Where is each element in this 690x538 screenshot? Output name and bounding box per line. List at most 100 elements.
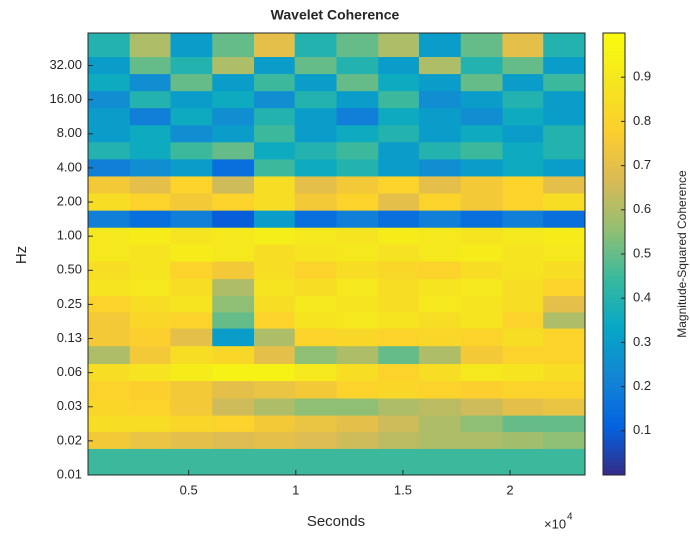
heatmap-cell bbox=[460, 364, 504, 382]
heatmap-cell bbox=[460, 296, 504, 313]
heatmap-cell bbox=[378, 244, 420, 263]
colorbar-tick-label: 0.3 bbox=[633, 334, 651, 349]
heatmap-cell bbox=[502, 74, 544, 92]
heatmap-cell bbox=[418, 227, 462, 246]
heatmap-cell bbox=[212, 296, 255, 313]
heatmap-cell bbox=[254, 125, 296, 143]
heatmap-cell bbox=[543, 91, 586, 109]
heatmap-cell bbox=[129, 125, 171, 143]
heatmap-cell bbox=[212, 431, 255, 450]
heatmap-cell bbox=[502, 193, 544, 212]
heatmap-cell bbox=[418, 431, 462, 450]
heatmap-cell bbox=[170, 328, 213, 347]
heatmap-cell bbox=[129, 364, 171, 382]
heatmap-cell bbox=[254, 74, 296, 92]
colorbar-swatch bbox=[603, 245, 625, 251]
colorbar-swatch bbox=[603, 183, 625, 189]
y-tick-label: 0.02 bbox=[57, 432, 82, 447]
heatmap-cell bbox=[294, 193, 337, 212]
heatmap-cell bbox=[336, 159, 379, 177]
heatmap-cell bbox=[212, 176, 255, 194]
colorbar-swatch bbox=[603, 50, 625, 56]
colorbar-swatch bbox=[603, 298, 625, 304]
colorbar-tick-label: 0.2 bbox=[633, 378, 651, 393]
heatmap-cell bbox=[212, 142, 255, 160]
heatmap-cell bbox=[129, 244, 171, 263]
heatmap-cell bbox=[543, 142, 586, 160]
heatmap-cell bbox=[336, 33, 379, 58]
colorbar-swatch bbox=[603, 355, 625, 361]
heatmap-cell bbox=[378, 312, 420, 330]
heatmap-cell bbox=[502, 312, 544, 330]
colorbar-swatch bbox=[603, 152, 625, 158]
heatmap-cell bbox=[254, 415, 296, 433]
heatmap-cell bbox=[129, 448, 171, 476]
heatmap-cell bbox=[129, 108, 171, 126]
colorbar-swatch bbox=[603, 351, 625, 357]
heatmap-cell bbox=[254, 91, 296, 109]
heatmap-cell bbox=[254, 364, 296, 382]
colorbar-swatch bbox=[603, 421, 625, 427]
heatmap-cell bbox=[294, 227, 337, 246]
heatmap-cell bbox=[294, 431, 337, 450]
chart-title: Wavelet Coherence bbox=[271, 7, 400, 23]
heatmap-cell bbox=[170, 279, 213, 297]
colorbar-swatch bbox=[603, 386, 625, 392]
colorbar-swatch bbox=[603, 86, 625, 91]
heatmap-cell bbox=[254, 431, 296, 450]
heatmap-cell bbox=[502, 159, 544, 177]
colorbar-swatch bbox=[603, 262, 625, 268]
heatmap-cell bbox=[460, 328, 504, 347]
colorbar-swatch bbox=[603, 214, 625, 220]
y-tick-label: 32.00 bbox=[49, 57, 82, 72]
colorbar-swatch bbox=[603, 156, 625, 162]
colorbar-swatch bbox=[603, 391, 625, 396]
heatmap-cell bbox=[129, 176, 171, 194]
heatmap-cell bbox=[88, 91, 131, 109]
heatmap-cell bbox=[129, 159, 171, 177]
heatmap-cell bbox=[336, 448, 379, 476]
heatmap-cell bbox=[254, 328, 296, 347]
heatmap-cell bbox=[543, 74, 586, 92]
colorbar-swatch bbox=[603, 289, 625, 295]
y-tick-label: 0.06 bbox=[57, 364, 82, 379]
heatmap-cell bbox=[418, 33, 462, 58]
colorbar-swatch bbox=[603, 470, 625, 476]
x-axis-label: Seconds bbox=[307, 513, 365, 530]
colorbar-swatch bbox=[603, 240, 625, 246]
heatmap-cell bbox=[418, 159, 462, 177]
heatmap-cell bbox=[294, 346, 337, 365]
heatmap-cell bbox=[502, 108, 544, 126]
heatmap-cell bbox=[378, 108, 420, 126]
x-tick-label: 2 bbox=[506, 482, 513, 497]
heatmap-cell bbox=[378, 261, 420, 280]
colorbar-swatch bbox=[603, 170, 625, 175]
plot-frame bbox=[87, 32, 586, 476]
heatmap-cell bbox=[460, 142, 504, 160]
heatmap-cell bbox=[418, 415, 462, 433]
y-tick-label: 16.00 bbox=[49, 91, 82, 106]
heatmap-cell bbox=[129, 398, 171, 417]
heatmap-cell bbox=[460, 176, 504, 194]
heatmap-cell bbox=[543, 415, 586, 433]
colorbar-swatch bbox=[603, 320, 625, 326]
heatmap-cell bbox=[502, 142, 544, 160]
heatmap-cell bbox=[502, 279, 544, 297]
heatmap-cell bbox=[170, 159, 213, 177]
colorbar-swatch bbox=[603, 333, 625, 339]
heatmap-cell bbox=[170, 415, 213, 433]
colorbar-swatch bbox=[603, 430, 625, 436]
heatmap-cell bbox=[129, 142, 171, 160]
heatmap-cell bbox=[418, 279, 462, 297]
heatmap-cell bbox=[378, 328, 420, 347]
heatmap-cell bbox=[294, 381, 337, 400]
heatmap-cell bbox=[336, 91, 379, 109]
heatmap-cell bbox=[294, 279, 337, 297]
heatmap-cell bbox=[294, 74, 337, 92]
colorbar-swatch bbox=[603, 218, 625, 224]
heatmap-cell bbox=[129, 279, 171, 297]
colorbar-swatch bbox=[603, 311, 625, 317]
heatmap-cell bbox=[170, 364, 213, 382]
heatmap-cell bbox=[460, 398, 504, 417]
heatmap-cell bbox=[88, 261, 131, 280]
